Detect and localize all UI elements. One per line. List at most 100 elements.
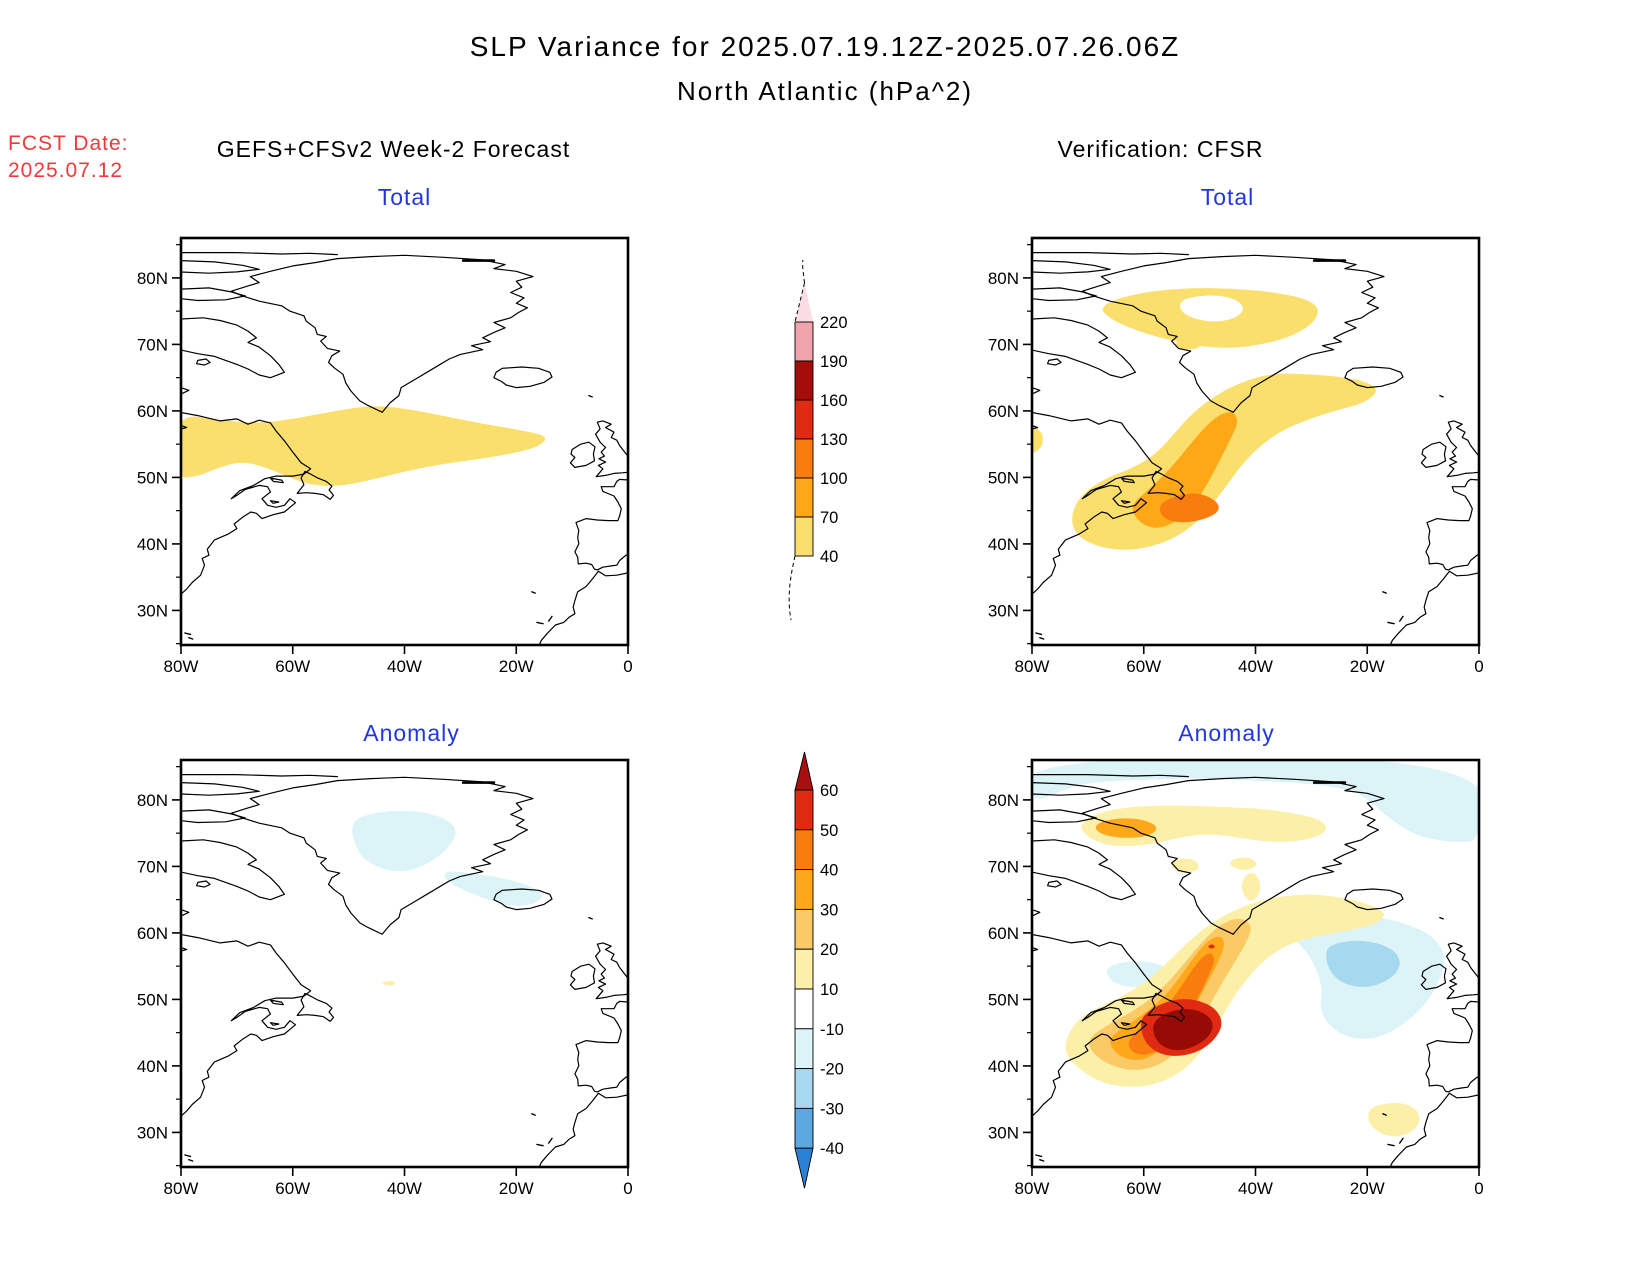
colorbar-tick-label: 220 xyxy=(820,314,848,332)
lat-tick-label: 50N xyxy=(137,990,168,1009)
fcst-date-block: FCST Date: 2025.07.12 xyxy=(8,130,128,184)
coastline xyxy=(548,1137,553,1144)
coastline xyxy=(181,317,285,379)
panel-title-forecast-total: Total xyxy=(377,184,432,210)
coastline xyxy=(588,394,593,398)
coastline xyxy=(1120,500,1131,504)
map-forecast-total: 80N 70N 60N 50N 40N 30N 80W 60W 40W 20W 0 xyxy=(137,236,633,676)
lon-tick-label: 60W xyxy=(275,657,310,676)
page-title: SLP Variance for 2025.07.19.12Z-2025.07.… xyxy=(469,31,1181,62)
lon-tick-label: 40W xyxy=(387,1179,422,1198)
colorbar-tick-label: 20 xyxy=(820,941,838,959)
lat-tick-label: 30N xyxy=(988,1123,1019,1142)
coastline xyxy=(1081,776,1385,935)
coastline xyxy=(181,782,260,796)
lat-tick-label: 40N xyxy=(137,1057,168,1076)
coastline xyxy=(1032,317,1136,379)
colorbar-tick-label: 130 xyxy=(820,431,848,449)
panel-title-verification-anomaly: Anomaly xyxy=(1178,720,1275,746)
coastline xyxy=(1389,570,1479,645)
colorbar-segment xyxy=(794,360,814,401)
contour-fill xyxy=(1175,339,1201,350)
colorbar-above-max-tip xyxy=(795,283,813,322)
coastline xyxy=(181,252,338,256)
colorbar-tick-label: -10 xyxy=(820,1021,844,1039)
colorbar-segment xyxy=(794,1107,814,1149)
coastline xyxy=(1399,1137,1404,1144)
coastline xyxy=(569,963,596,990)
lon-tick-label: 80W xyxy=(164,1179,199,1198)
contour-fill xyxy=(1208,944,1215,949)
colorbar-anomaly: 60 50 40 30 20 10 -10 -20 -30 -40 xyxy=(794,751,844,1189)
colorbar-tick-label: 190 xyxy=(820,353,848,371)
coastline xyxy=(1039,1159,1045,1162)
coastline xyxy=(1389,1092,1479,1167)
lat-tick-label: 70N xyxy=(137,335,168,354)
coastline xyxy=(538,1092,628,1167)
lon-tick-label: 20W xyxy=(1350,1179,1385,1198)
coastline xyxy=(1387,621,1395,625)
map-verification-total: 80N 70N 60N 50N 40N 30N 80W 60W 40W 20W 0 xyxy=(988,236,1484,676)
fcst-date-label: FCST Date: xyxy=(8,132,129,155)
contour-fill xyxy=(181,406,546,486)
coastline xyxy=(536,1143,544,1147)
colorbar-tick-label: 60 xyxy=(820,782,838,800)
coastline xyxy=(181,260,260,274)
coastline xyxy=(1446,942,1479,1000)
colorbar-below-min-tip xyxy=(794,1147,814,1189)
coastline xyxy=(1399,615,1404,622)
colorbar-total: 220 190 160 130 100 70 40 xyxy=(788,259,848,621)
coastline xyxy=(1032,782,1111,796)
colorbar-tick-label: 160 xyxy=(820,392,848,410)
coastline xyxy=(595,420,628,478)
colorbar-segment xyxy=(794,321,814,362)
colorbar-segment xyxy=(794,988,814,1030)
colorbar-segment xyxy=(794,829,814,871)
coastline xyxy=(1120,477,1135,484)
panel-title-verification-total: Total xyxy=(1200,184,1255,210)
coastline xyxy=(1446,420,1479,478)
colorbar-segment xyxy=(794,438,814,479)
lat-tick-label: 60N xyxy=(988,924,1019,943)
verification-column-title: Verification: CFSR xyxy=(1057,136,1264,162)
lat-tick-label: 40N xyxy=(988,535,1019,554)
lat-tick-label: 50N xyxy=(988,468,1019,487)
colorbar-segment xyxy=(794,908,814,950)
colorbar-tick-label: 50 xyxy=(820,822,838,840)
colorbar-tick-label: 40 xyxy=(820,548,838,566)
lon-tick-label: 40W xyxy=(1238,1179,1273,1198)
coastline xyxy=(588,916,593,920)
colorbar-above-max-tip xyxy=(794,751,814,791)
coastline xyxy=(1382,591,1387,594)
coastline xyxy=(184,632,192,636)
colorbar-segment xyxy=(794,399,814,440)
colorbar-segment xyxy=(794,869,814,910)
coastline xyxy=(1032,260,1111,274)
coastline xyxy=(1439,916,1444,920)
coastline xyxy=(296,470,335,500)
colorbar-tick-label: 30 xyxy=(820,901,838,919)
coastline xyxy=(1047,358,1062,366)
coastline xyxy=(1439,394,1444,398)
coastline xyxy=(1032,287,1097,302)
coastline xyxy=(181,908,190,917)
coastline xyxy=(1120,1022,1131,1026)
coastline xyxy=(536,621,544,625)
lon-tick-label: 20W xyxy=(499,657,534,676)
lat-tick-label: 50N xyxy=(137,468,168,487)
coastline xyxy=(1425,478,1479,571)
lon-tick-label: 0 xyxy=(623,657,632,676)
coastline xyxy=(296,992,335,1022)
lon-tick-label: 80W xyxy=(1015,1179,1050,1198)
coastline xyxy=(230,254,534,413)
panel-title-forecast-anomaly: Anomaly xyxy=(363,720,460,746)
colorbar-tick-label: -30 xyxy=(820,1100,844,1118)
colorbar-tick-label: -20 xyxy=(820,1061,844,1079)
coastline xyxy=(181,774,338,778)
fcst-date-value: 2025.07.12 xyxy=(8,159,124,182)
lon-tick-label: 80W xyxy=(1015,657,1050,676)
contour-fill xyxy=(1153,1009,1213,1051)
forecast-column-title: GEFS+CFSv2 Week-2 Forecast xyxy=(216,136,571,162)
coastline xyxy=(269,999,284,1006)
contour-fill xyxy=(1072,373,1376,550)
